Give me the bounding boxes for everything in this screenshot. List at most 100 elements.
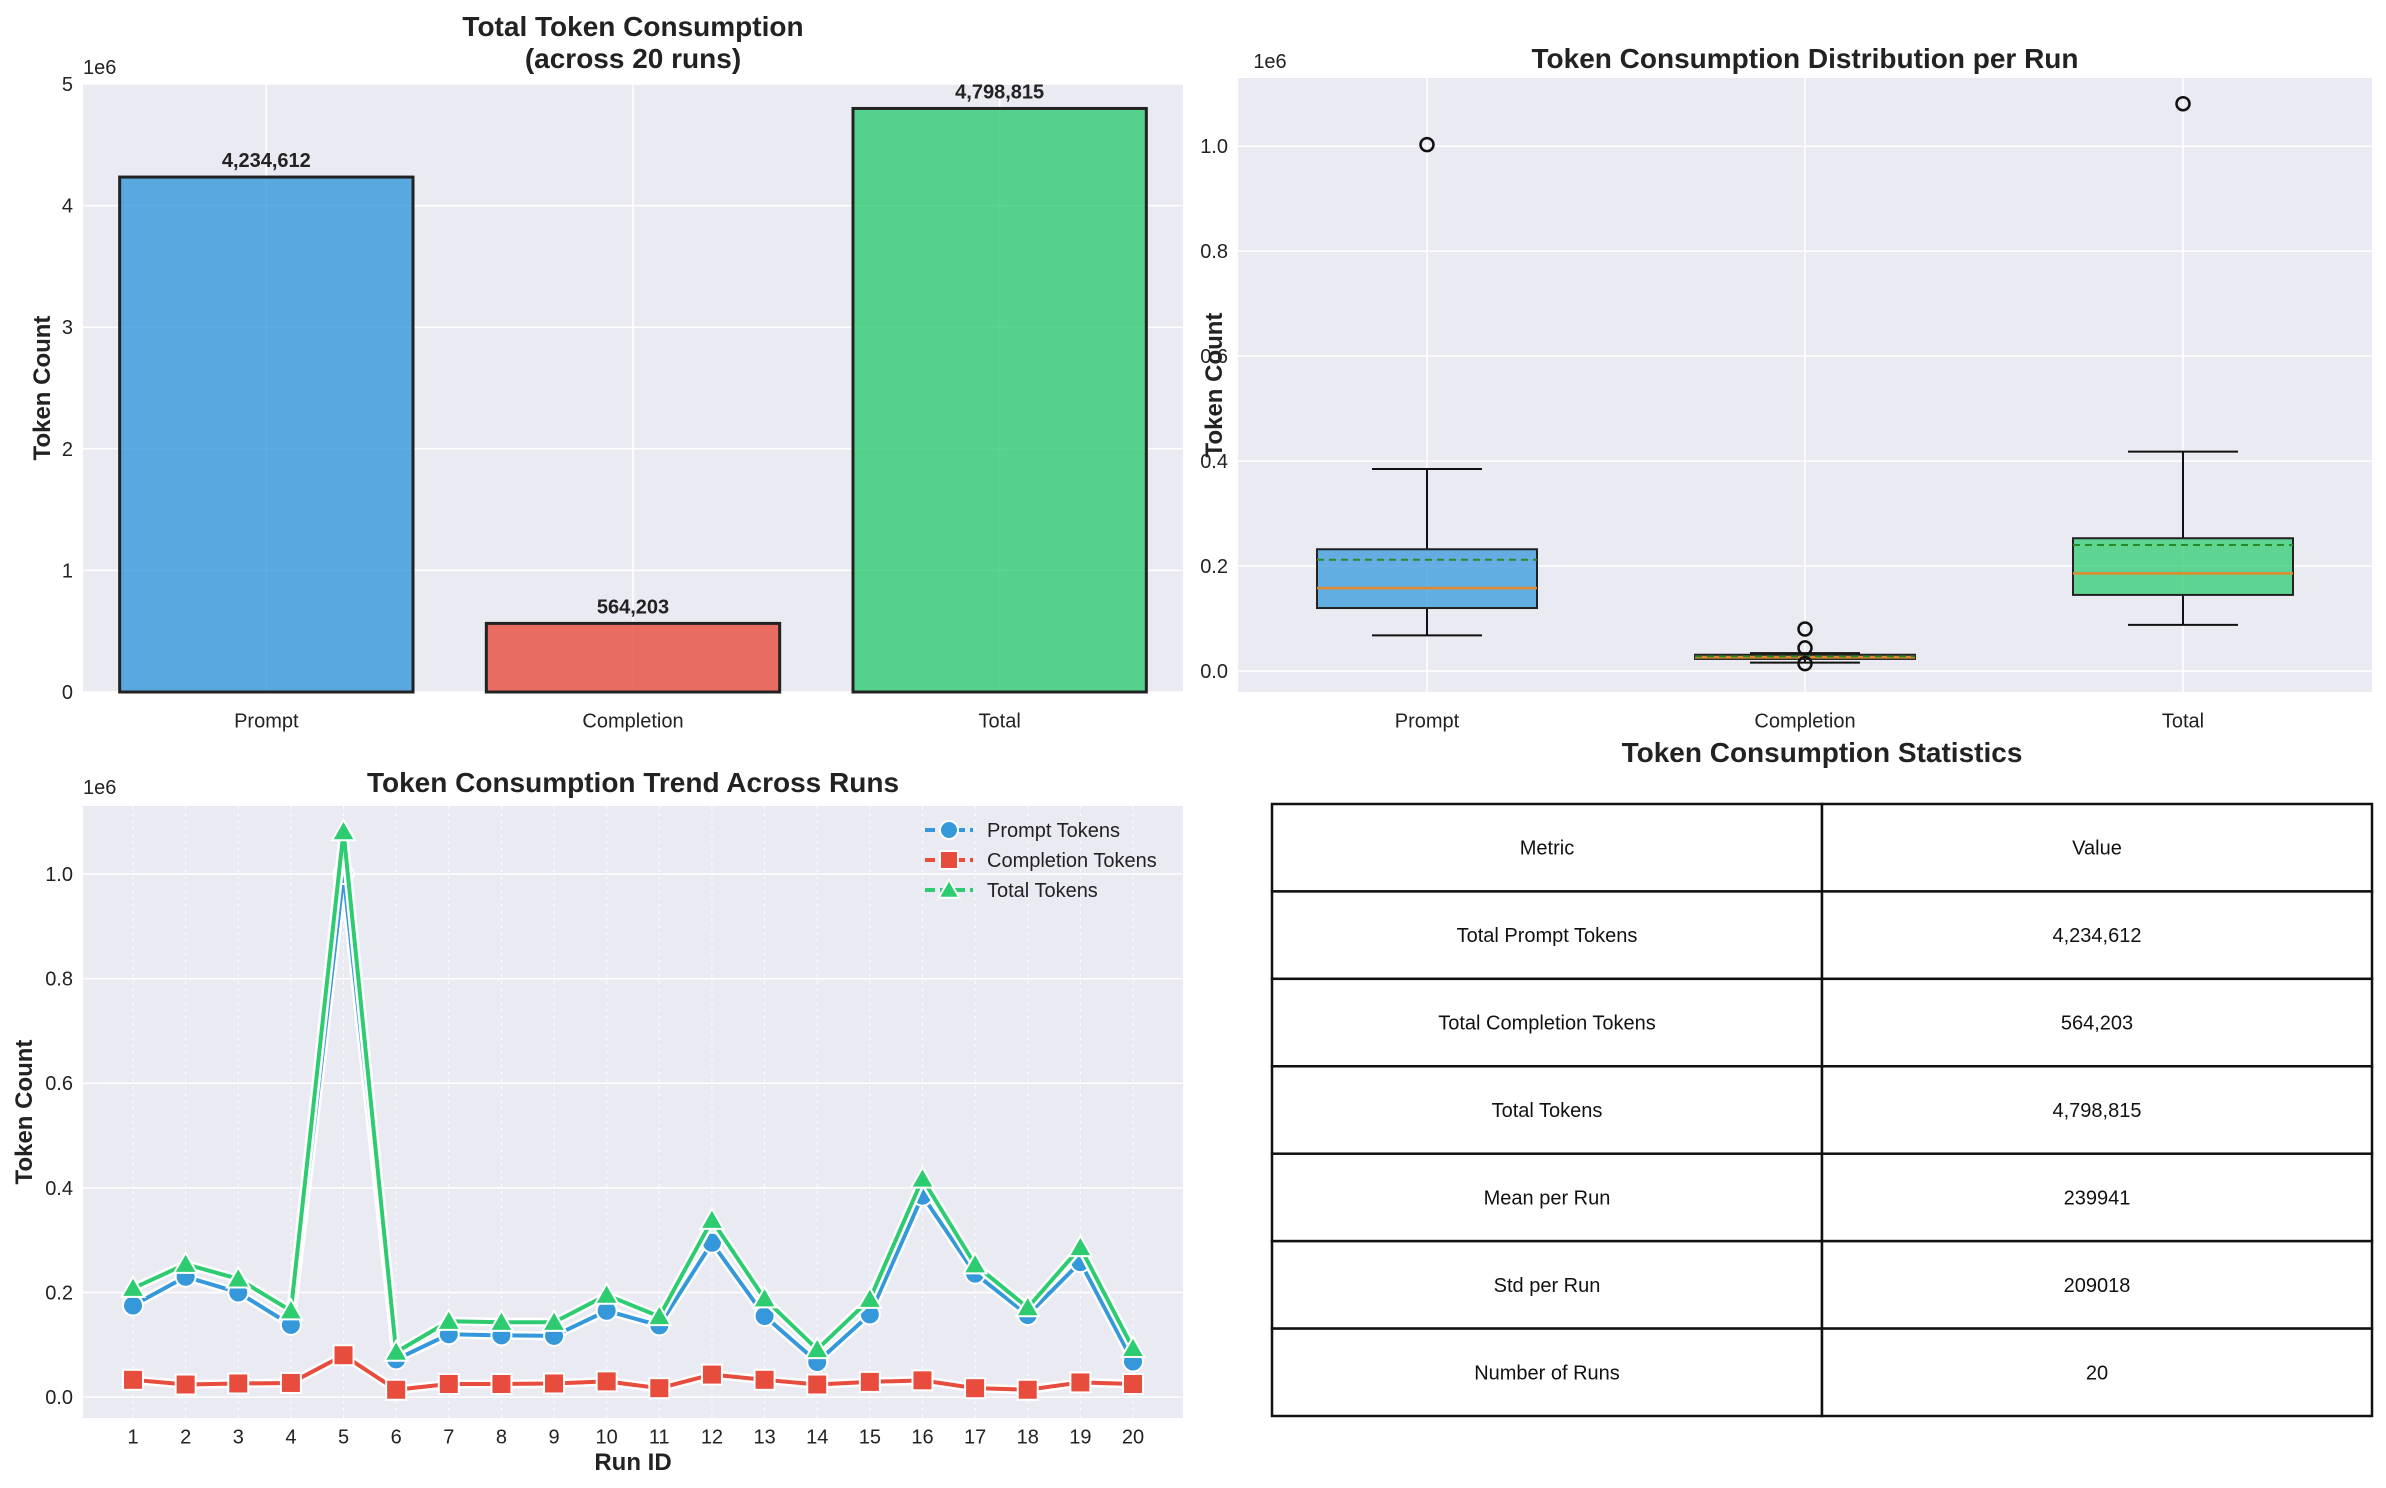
- y-tick-label: 1: [62, 560, 73, 582]
- legend-marker-total: [936, 877, 962, 899]
- y-tick-label: 0.6: [45, 1073, 73, 1095]
- y-tick-label: 0.8: [1200, 241, 1228, 263]
- table-row-metric: Total Prompt Tokens: [1457, 925, 1638, 947]
- data-point-total: [330, 818, 357, 842]
- table-row-value: 209018: [2064, 1275, 2131, 1297]
- chart-title: Token Consumption Trend Across Runs: [367, 767, 899, 798]
- y-axis-label: Token Count: [11, 1040, 38, 1185]
- x-tick-label: 11: [649, 1427, 670, 1449]
- y-tick-label: 0.2: [1200, 556, 1228, 578]
- data-point-total: [540, 1308, 568, 1332]
- x-tick-label: 16: [911, 1427, 933, 1449]
- y-axis-label: Token Count: [29, 316, 56, 461]
- data-point-completion: [1069, 1371, 1092, 1394]
- y-axis-label: Token Count: [1201, 313, 1228, 458]
- x-tick-label: 1: [127, 1427, 138, 1449]
- data-point-completion: [332, 1344, 355, 1367]
- bar-completion: [484, 621, 782, 694]
- chart-title-line-2: (across 20 runs): [525, 43, 741, 74]
- data-point-completion: [964, 1377, 987, 1400]
- x-tick-label: 13: [753, 1427, 775, 1449]
- y-tick-label: 0.0: [45, 1387, 73, 1409]
- data-point-total: [593, 1281, 620, 1305]
- data-point-completion: [595, 1370, 618, 1393]
- y-tick-label: 2: [62, 439, 73, 461]
- data-point-total: [698, 1206, 726, 1230]
- y-tick-label: 0.0: [1200, 661, 1228, 683]
- data-point-completion: [700, 1363, 723, 1386]
- data-point-total: [803, 1335, 831, 1360]
- x-tick-label: 3: [233, 1427, 244, 1449]
- data-point-completion: [122, 1368, 144, 1391]
- x-tick-label: 15: [859, 1427, 881, 1449]
- data-point-total: [488, 1308, 515, 1332]
- data-point-prompt: [122, 1294, 144, 1317]
- x-tick-label: Total: [2162, 711, 2204, 733]
- data-point-completion: [437, 1373, 460, 1395]
- data-point-total: [909, 1165, 936, 1189]
- table-header-value: Value: [2072, 838, 2122, 860]
- box-plot-panel: 0.0 0.2 0.4 0.6 0.8 1.0 Prompt Completion Total 1…: [1200, 43, 2372, 733]
- data-point-completion: [1122, 1373, 1144, 1395]
- x-tick-label: Prompt: [234, 711, 299, 733]
- x-tick-label: 9: [548, 1427, 559, 1449]
- x-axis-label: Run ID: [594, 1449, 671, 1476]
- table-cell: [1820, 1239, 2374, 1330]
- y-tick-label: 0.2: [45, 1282, 73, 1304]
- table-title: Token Consumption Statistics: [1622, 737, 2023, 768]
- y-scale-label: 1e6: [1253, 51, 1286, 73]
- y-tick-label: 0.4: [45, 1178, 73, 1200]
- data-point-completion: [806, 1373, 829, 1396]
- data-point-total: [751, 1285, 778, 1309]
- table-row-metric: Total Completion Tokens: [1438, 1013, 1656, 1035]
- x-tick-label: Completion: [1754, 711, 1855, 733]
- data-point-total: [225, 1265, 252, 1289]
- data-point-completion: [648, 1377, 671, 1400]
- x-tick-label: 20: [1122, 1427, 1144, 1449]
- data-point-total: [119, 1274, 147, 1298]
- data-point-completion: [385, 1378, 408, 1401]
- y-tick-label: 4: [62, 196, 73, 218]
- legend-label-total: Total Tokens: [987, 880, 1098, 902]
- data-point-total: [382, 1338, 410, 1362]
- data-point-total: [646, 1303, 673, 1327]
- x-tick-label: Completion: [582, 711, 683, 733]
- table-header-metric: Metric: [1520, 838, 1574, 860]
- data-point-total: [1119, 1334, 1147, 1359]
- y-tick-label: 0.6: [1200, 346, 1228, 368]
- stats-table-panel: Token Consumption Statistics Metric Value T…: [1270, 737, 2374, 1418]
- x-tick-label: 8: [496, 1427, 507, 1449]
- y-tick-label: 1.0: [45, 864, 73, 886]
- outlier-point-total: [2175, 95, 2191, 112]
- y-tick-label: 0: [62, 682, 73, 704]
- table-row-metric: Total Tokens: [1492, 1100, 1603, 1122]
- y-tick-label: 0.8: [45, 969, 73, 991]
- x-tick-label: 7: [443, 1427, 454, 1449]
- table-row-value: 239941: [2064, 1187, 2131, 1209]
- x-tick-label: 19: [1069, 1427, 1091, 1449]
- table-cell: [1820, 1327, 2374, 1418]
- y-tick-label: 3: [62, 317, 73, 339]
- table-row-metric: Std per Run: [1494, 1275, 1601, 1297]
- data-point-completion: [753, 1368, 776, 1391]
- data-point-total: [1067, 1233, 1094, 1258]
- y-tick-label: 5: [62, 74, 73, 96]
- x-tick-label: 18: [1017, 1427, 1039, 1449]
- bar-value-label: 4,234,612: [222, 150, 311, 172]
- line-chart-panel: 0.00.20.40.60.81.01 2 3 4 5 6 7 8 9 10 11 12 13 14 15 1…: [11, 767, 1183, 1476]
- table-cell: [1270, 1327, 1824, 1418]
- x-tick-label: 17: [964, 1427, 986, 1449]
- data-point-completion: [911, 1369, 934, 1392]
- x-tick-label: 5: [338, 1427, 349, 1449]
- table-row-value: 4,798,815: [2053, 1100, 2142, 1122]
- data-point-total: [961, 1251, 989, 1275]
- box-prompt: [1316, 548, 1538, 610]
- x-tick-label: 6: [391, 1427, 402, 1449]
- table-row-metric: Mean per Run: [1484, 1187, 1611, 1209]
- data-point-total: [277, 1297, 305, 1321]
- x-tick-label: Total: [979, 711, 1021, 733]
- x-tick-label: 14: [806, 1427, 828, 1449]
- table-cell: [1820, 1065, 2374, 1155]
- x-tick-label: Prompt: [1395, 711, 1460, 733]
